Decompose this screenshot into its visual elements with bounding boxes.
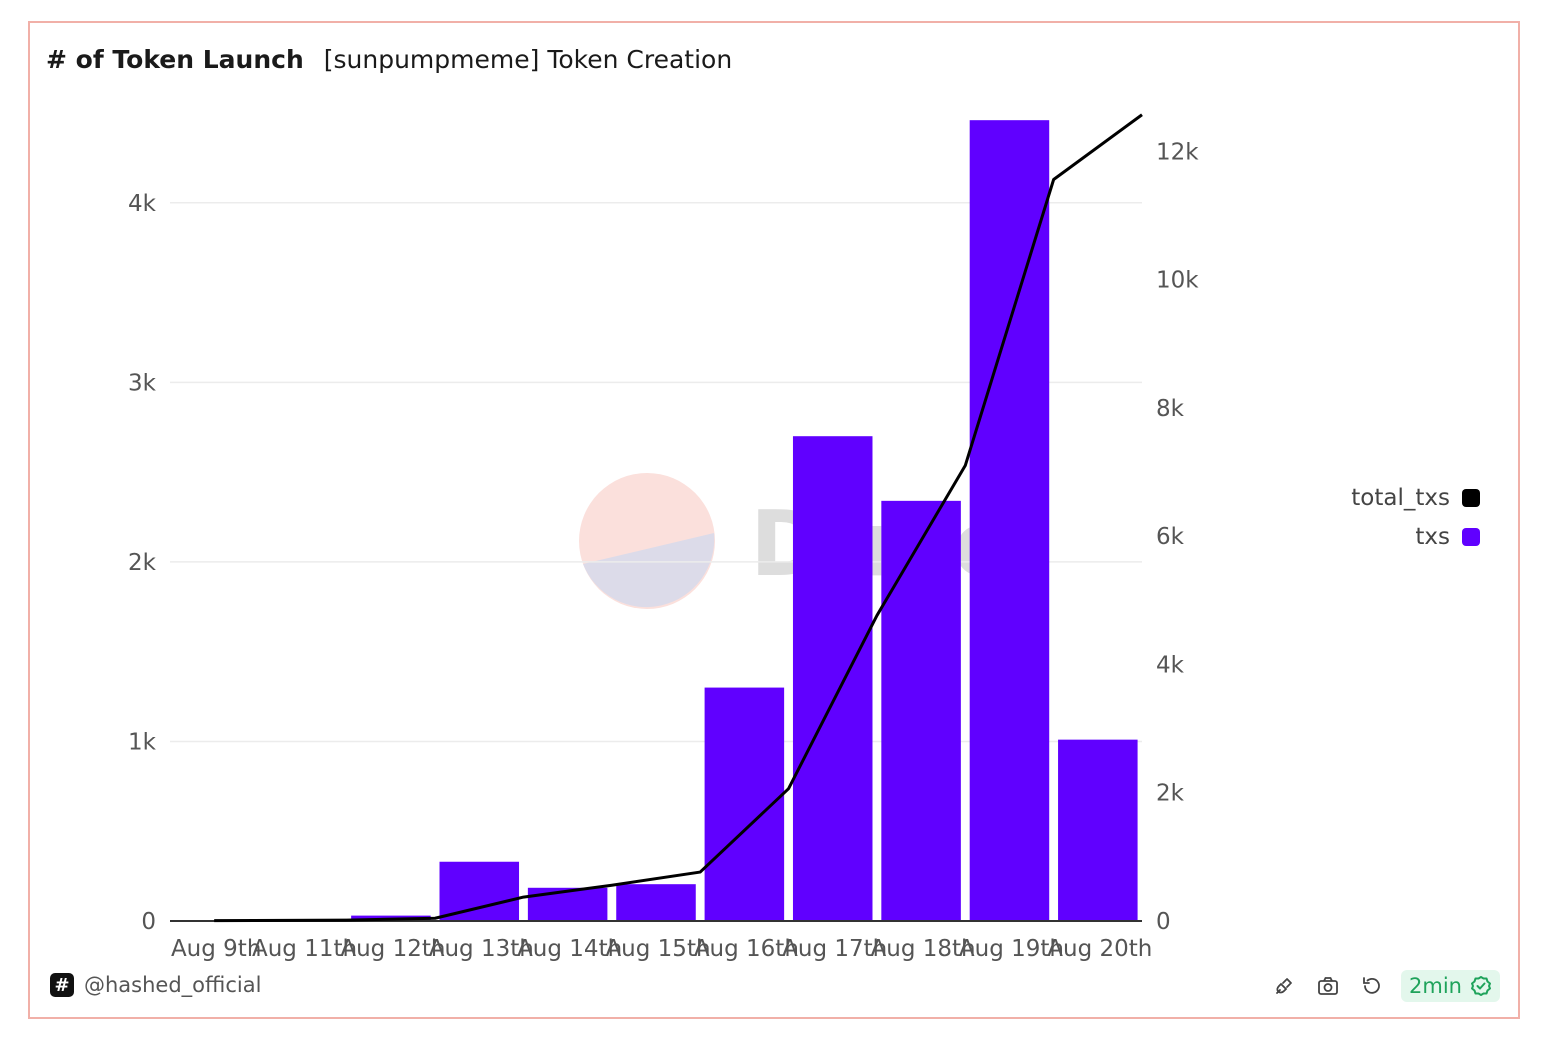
x-axis-tick-label: Aug 16th [694,936,799,962]
refresh-icon[interactable] [1355,969,1389,1003]
x-axis-tick-label: Aug 11th [252,936,357,962]
x-axis-tick-label: Aug 9th [171,936,261,962]
bar-aug-18th [881,500,961,921]
chart-subtitle: [sunpumpmeme] Token Creation [323,45,733,74]
author-name[interactable]: @hashed_official [84,973,262,997]
legend-item-txs[interactable]: txs [1351,517,1480,556]
x-axis-tick-label: Aug 19th [959,936,1064,962]
x-axis-tick-label: Aug 17th [782,936,887,962]
left-axis-tick-label: 1k [128,729,157,755]
bar-aug-15th [616,884,696,921]
right-axis-tick-label: 6k [1156,524,1185,550]
bar-aug-13th [439,861,520,921]
hashed-logo-icon: # [50,973,74,997]
legend-swatch [1462,527,1480,546]
x-axis-tick-label: Aug 12th [340,936,445,962]
refresh-interval: 2min [1409,974,1462,998]
chart-actions: 2min [1257,969,1500,1003]
camera-icon[interactable] [1311,969,1345,1003]
author-credit[interactable]: # @hashed_official [50,973,261,997]
x-axis-tick-label: Aug 13th [429,936,534,962]
chart-title: # of Token Launch [46,45,304,74]
left-axis-tick-label: 4k [128,191,157,217]
chart-card: # of Token Launch [sunpumpmeme] Token Cr… [28,21,1520,1019]
left-axis-tick-label: 2k [128,550,157,576]
x-axis-tick-label: Aug 20th [1047,936,1152,962]
right-axis-tick-label: 2k [1156,781,1185,807]
plug-icon[interactable] [1267,969,1301,1003]
left-axis-tick-label: 0 [141,909,156,935]
refresh-status-badge[interactable]: 2min [1401,970,1500,1002]
bar-aug-20th [1058,739,1138,921]
right-axis-tick-label: 0 [1156,909,1171,935]
right-axis-tick-label: 8k [1156,396,1185,422]
legend-item-total-txs[interactable]: total_txs [1351,478,1480,517]
right-axis-tick-label: 10k [1156,268,1199,294]
chart-legend: total_txs txs [1351,478,1480,556]
x-axis-tick-label: Aug 18th [871,936,976,962]
watermark-logo-half [583,533,715,608]
bar-aug-19th [969,120,1050,921]
x-axis-tick-label: Aug 14th [517,936,622,962]
legend-label: total_txs [1351,484,1450,511]
legend-label: txs [1415,523,1450,550]
legend-swatch [1462,488,1480,507]
bar-aug-14th [527,887,608,921]
right-axis-tick-label: 4k [1156,652,1185,678]
right-axis-tick-label: 12k [1156,139,1199,165]
x-axis-tick-label: Aug 15th [605,936,710,962]
bar-aug-17th [792,436,873,921]
check-circle-icon [1471,976,1491,996]
left-axis-tick-label: 3k [128,370,157,396]
chart-header: # of Token Launch [sunpumpmeme] Token Cr… [46,45,732,74]
